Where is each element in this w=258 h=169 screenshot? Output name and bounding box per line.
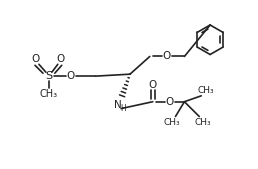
- Text: O: O: [67, 71, 75, 81]
- Text: CH₃: CH₃: [40, 89, 58, 99]
- Text: O: O: [149, 80, 157, 90]
- Text: CH₃: CH₃: [195, 118, 212, 127]
- Text: S: S: [45, 71, 52, 81]
- Text: CH₃: CH₃: [198, 86, 214, 95]
- Text: N: N: [114, 100, 122, 110]
- Text: O: O: [163, 52, 171, 62]
- Text: H: H: [120, 104, 126, 113]
- Text: O: O: [57, 54, 65, 64]
- Text: O: O: [165, 97, 174, 107]
- Text: CH₃: CH₃: [163, 118, 180, 127]
- Text: O: O: [31, 54, 39, 64]
